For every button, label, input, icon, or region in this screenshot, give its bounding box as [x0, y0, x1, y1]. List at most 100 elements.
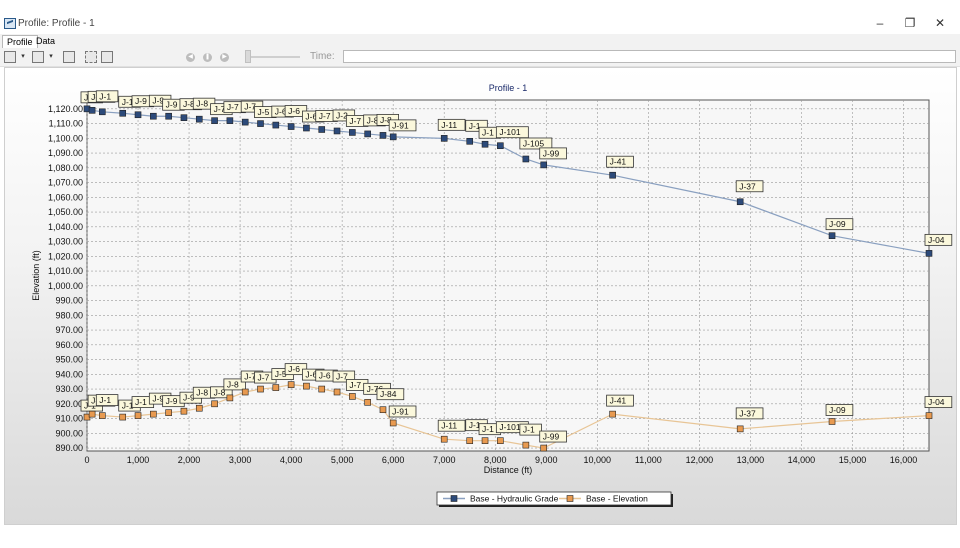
- node-label-box: [606, 155, 634, 168]
- time-label: Time:: [310, 51, 335, 62]
- minimize-button[interactable]: –: [876, 16, 884, 30]
- data-point: [99, 108, 106, 116]
- window-titlebar: Profile: Profile - 1 – ❐ ✕: [0, 0, 960, 34]
- y-tick-label: 1,000.00: [48, 281, 83, 291]
- node-label: J-7: [227, 102, 239, 112]
- node-label: J-09: [829, 219, 846, 229]
- node-label-box: [606, 394, 634, 407]
- restore-button[interactable]: ❐: [904, 16, 916, 30]
- node-label: J-6: [275, 107, 287, 117]
- data-point: [828, 232, 836, 239]
- node-label-box: [519, 137, 553, 150]
- legend-entry: Base - Elevation: [586, 494, 648, 504]
- print-icon[interactable]: [32, 51, 44, 63]
- time-slider-track[interactable]: [248, 56, 300, 58]
- chevron-down-icon[interactable]: ▾: [49, 53, 53, 60]
- data-point: [88, 410, 96, 418]
- rewind-icon[interactable]: ◀: [186, 53, 195, 62]
- data-point: [481, 140, 489, 148]
- node-label: J-9: [166, 100, 178, 110]
- data-point: [88, 107, 96, 114]
- x-tick-label: 7,000: [433, 455, 456, 465]
- zoom-extents-icon[interactable]: [85, 51, 97, 63]
- legend-entry: Base - Hydraulic Grade: [470, 494, 559, 504]
- tab-profile[interactable]: Profile: [2, 35, 38, 49]
- node-label: J-11: [441, 421, 457, 431]
- data-point: [497, 142, 504, 150]
- node-label: J-6: [288, 364, 300, 374]
- y-tick-label: 920.00: [55, 399, 83, 409]
- data-point: [736, 198, 744, 206]
- data-point: [272, 121, 280, 129]
- node-label-box: [376, 388, 405, 401]
- pause-icon[interactable]: ❚: [203, 53, 212, 62]
- zoom-window-icon[interactable]: [101, 51, 113, 63]
- data-point: [99, 412, 106, 419]
- close-button[interactable]: ✕: [934, 16, 946, 30]
- data-point: [226, 117, 234, 124]
- play-icon[interactable]: ▶: [220, 53, 229, 62]
- node-label: J-8: [214, 387, 226, 397]
- data-point: [466, 437, 474, 444]
- x-tick-label: 15,000: [839, 455, 867, 465]
- node-label-box: [465, 119, 488, 132]
- node-label-box: [437, 118, 466, 131]
- y-tick-label: 900.00: [55, 428, 83, 438]
- node-label: J-7: [319, 111, 331, 121]
- y-axis-label: Elevation (ft): [31, 250, 41, 301]
- y-tick-label: 1,020.00: [48, 251, 83, 261]
- data-point: [150, 410, 157, 418]
- data-point: [389, 133, 397, 141]
- node-label: J-7: [244, 372, 256, 382]
- y-tick-label: 930.00: [55, 384, 83, 394]
- tab-data[interactable]: Data: [36, 36, 56, 46]
- profile-chart-svg: 890.00 900.00 910.00 920.00 930.00 940.00 950.…: [31, 83, 953, 507]
- y-tick-label: 940.00: [55, 369, 83, 379]
- data-point: [318, 126, 326, 133]
- node-label: J-1: [122, 97, 134, 107]
- time-slider-thumb[interactable]: [245, 50, 251, 63]
- y-tick-label: 1,090.00: [48, 148, 83, 158]
- data-point: [440, 435, 448, 443]
- node-label-box: [223, 378, 246, 391]
- x-tick-label: 9,000: [535, 455, 558, 465]
- y-tick-label: 1,120.00: [48, 104, 83, 114]
- node-label-box: [539, 430, 567, 443]
- node-label: J-9: [152, 394, 164, 404]
- data-point: [150, 112, 157, 120]
- node-label: J-9: [152, 96, 164, 106]
- node-label-box: [924, 233, 953, 246]
- node-label: J-1: [99, 395, 111, 405]
- time-input[interactable]: [343, 50, 956, 63]
- node-label: J-1: [469, 420, 481, 430]
- node-label: J-37: [739, 181, 756, 191]
- y-tick-label: 950.00: [55, 355, 83, 365]
- x-tick-label: 13,000: [737, 455, 765, 465]
- legend-marker: [566, 495, 574, 502]
- data-point: [195, 404, 203, 412]
- data-point: [257, 385, 264, 393]
- data-point: [522, 441, 530, 449]
- node-label: J-9: [183, 393, 195, 403]
- chevron-down-icon[interactable]: ▾: [21, 53, 25, 60]
- copy-icon[interactable]: [63, 51, 75, 63]
- x-tick-label: 11,000: [635, 455, 662, 465]
- x-tick-label: 14,000: [788, 455, 816, 465]
- data-point: [303, 124, 310, 132]
- data-point: [211, 117, 218, 124]
- node-label-box: [388, 405, 417, 418]
- y-tick-label: 1,100.00: [48, 133, 83, 143]
- data-point: [211, 400, 218, 408]
- data-point: [226, 394, 234, 402]
- node-label-box: [437, 419, 466, 432]
- y-tick-label: 980.00: [55, 310, 83, 320]
- node-label: J-8: [183, 99, 195, 109]
- node-label: J-7: [258, 373, 270, 383]
- y-tick-label: 1,010.00: [48, 266, 83, 276]
- node-label: J-1: [482, 424, 494, 434]
- chart-title: Profile - 1: [489, 83, 528, 93]
- settings-icon[interactable]: [4, 51, 16, 63]
- profile-chart: 890.00 900.00 910.00 920.00 930.00 940.00 950.…: [4, 67, 957, 525]
- tab-strip: Profile Data: [0, 34, 960, 49]
- data-point: [287, 123, 295, 130]
